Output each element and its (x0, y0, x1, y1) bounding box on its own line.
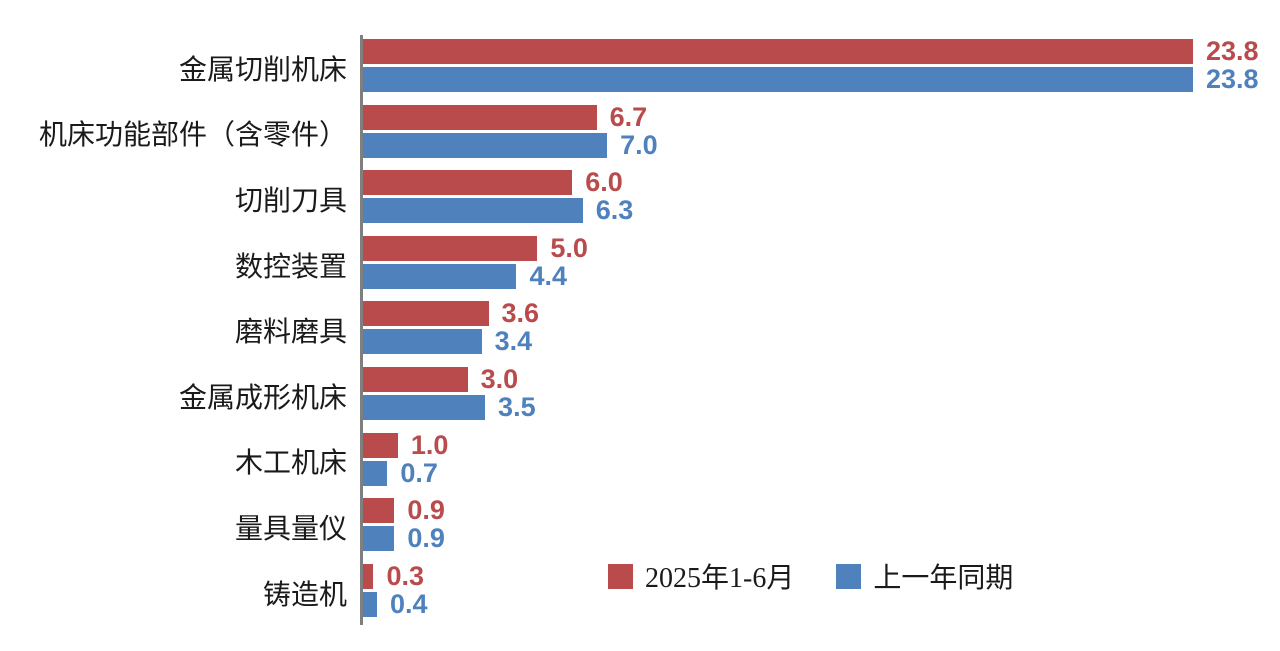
category-label: 数控装置 (234, 251, 347, 283)
category-label: 切削刀具 (234, 185, 347, 217)
bar-line: 0.9 (363, 523, 1280, 554)
bar-line: 3.0 (363, 363, 1280, 394)
legend: 2025年1-6月 上一年同期 (608, 556, 1013, 596)
value-label-previous-period: 23.8 (1206, 64, 1259, 94)
value-label-previous-period: 7.0 (620, 129, 658, 160)
category-label: 金属切削机床 (178, 54, 347, 86)
legend-swatch-current-period (608, 563, 633, 589)
bar-previous-period (363, 263, 517, 289)
bar-line: 1.0 (363, 429, 1280, 460)
bar-current-period (363, 498, 395, 524)
bar-previous-period (363, 132, 608, 158)
category-label: 铸造机 (262, 579, 347, 611)
bar-line: 0.9 (363, 495, 1280, 526)
category-label: 木工机床 (234, 448, 347, 480)
category-label: 机床功能部件（含零件） (38, 120, 347, 152)
bar-line: 6.3 (363, 195, 1280, 226)
category-row: 铸造机 0.3 0.4 (0, 559, 1280, 626)
bar-current-period (363, 170, 573, 196)
chart-plot-area: 金属切削机床 23.8 23.8 机床功能部件（含零件） 6.7 7.0 切削刀具 6.0 6.… (0, 35, 1280, 626)
value-label-current-period: 6.0 (585, 167, 623, 198)
value-label-previous-period: 6.3 (595, 195, 634, 226)
category-bars: 0.3 0.4 (360, 559, 1280, 626)
category-bars: 6.0 6.3 (360, 166, 1280, 232)
bar-line: 5.0 (363, 232, 1280, 263)
value-label-current-period: 5.0 (550, 232, 588, 263)
legend-swatch-previous-period (836, 563, 862, 589)
bar-line: 3.4 (363, 326, 1280, 357)
bar-previous-period (363, 67, 1193, 92)
category-bars: 23.8 23.8 (360, 35, 1280, 101)
category-row: 金属成形机床 3.0 3.5 (0, 362, 1280, 429)
category-row: 机床功能部件（含零件） 6.7 7.0 (0, 100, 1280, 167)
bar-current-period (363, 432, 398, 458)
value-label-current-period: 0.3 (386, 560, 424, 591)
category-label: 金属成形机床 (178, 382, 347, 414)
category-label: 量具量仪 (234, 513, 347, 545)
category-bars: 5.0 4.4 (360, 231, 1280, 298)
category-bars: 0.9 0.9 (360, 494, 1280, 560)
bar-line: 23.8 (363, 64, 1280, 94)
value-label-previous-period: 3.4 (494, 326, 533, 357)
bar-current-period (363, 563, 374, 589)
bar-previous-period (363, 198, 583, 224)
bar-current-period (363, 235, 538, 261)
value-label-previous-period: 3.5 (498, 391, 536, 422)
legend-label-current-period: 2025年1-6月 (645, 563, 795, 594)
bar-line: 23.8 (363, 36, 1280, 66)
value-label-current-period: 6.7 (609, 101, 648, 132)
bar-current-period (363, 301, 489, 327)
value-label-previous-period: 0.7 (400, 457, 438, 488)
value-label-current-period: 3.6 (501, 298, 540, 329)
value-label-current-period: 0.9 (407, 495, 445, 526)
category-bars: 3.6 3.4 (360, 297, 1280, 363)
bar-line: 3.6 (363, 298, 1280, 329)
category-row: 切削刀具 6.0 6.3 (0, 166, 1280, 232)
value-label-current-period: 3.0 (480, 363, 519, 394)
bar-line: 0.4 (363, 588, 1280, 619)
category-bars: 1.0 0.7 (360, 428, 1280, 495)
value-label-previous-period: 0.4 (389, 588, 428, 619)
category-row: 木工机床 1.0 0.7 (0, 428, 1280, 495)
bar-previous-period (363, 460, 388, 486)
value-label-current-period: 23.8 (1206, 36, 1259, 66)
bar-previous-period (363, 394, 486, 420)
bar-line: 3.5 (363, 391, 1280, 422)
category-row: 磨料磨具 3.6 3.4 (0, 297, 1280, 363)
category-bars: 6.7 7.0 (360, 100, 1280, 167)
bar-current-period (363, 39, 1193, 64)
bar-line: 4.4 (363, 260, 1280, 291)
bar-line: 0.3 (363, 560, 1280, 591)
category-row: 金属切削机床 23.8 23.8 (0, 35, 1280, 101)
value-label-previous-period: 4.4 (529, 260, 567, 291)
bar-previous-period (363, 591, 377, 617)
bar-current-period (363, 366, 468, 392)
value-label-current-period: 1.0 (410, 429, 449, 460)
bar-previous-period (363, 526, 395, 552)
bar-line: 6.0 (363, 167, 1280, 198)
category-label: 磨料磨具 (234, 317, 347, 349)
legend-label-previous-period: 上一年同期 (873, 563, 1014, 594)
category-row: 数控装置 5.0 4.4 (0, 231, 1280, 298)
bar-line: 6.7 (363, 101, 1280, 132)
value-label-previous-period: 0.9 (407, 523, 445, 554)
bar-previous-period (363, 329, 482, 355)
bar-line: 0.7 (363, 457, 1280, 488)
bar-current-period (363, 104, 597, 130)
category-bars: 3.0 3.5 (360, 362, 1280, 429)
bar-line: 7.0 (363, 129, 1280, 160)
category-row: 量具量仪 0.9 0.9 (0, 494, 1280, 560)
